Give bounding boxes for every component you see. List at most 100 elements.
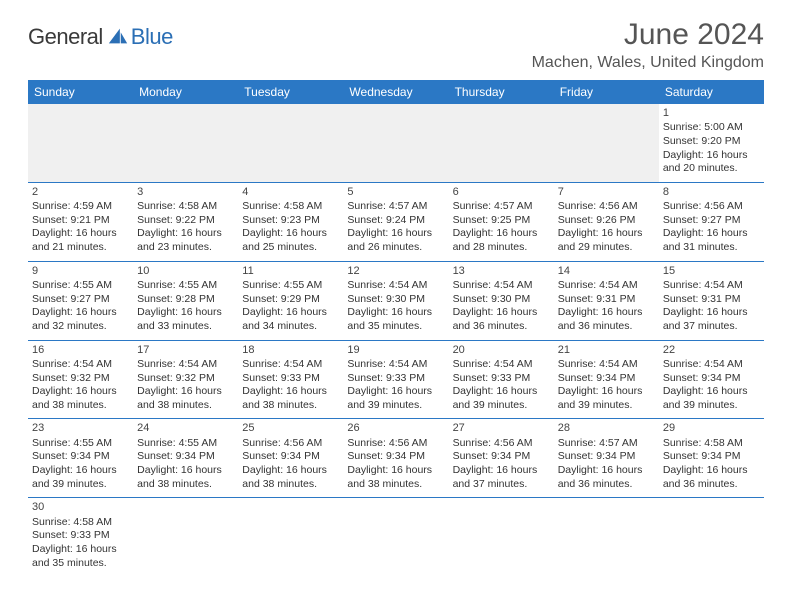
day-detail: Daylight: 16 hours xyxy=(663,306,760,320)
day-detail: Daylight: 16 hours xyxy=(137,385,234,399)
calendar-cell xyxy=(554,498,659,576)
calendar-row: 30 Sunrise: 4:58 AMSunset: 9:33 PMDayligh… xyxy=(28,498,764,576)
calendar-cell: 25Sunrise: 4:56 AMSunset: 9:34 PMDayligh… xyxy=(238,419,343,498)
day-detail: Sunrise: 4:54 AM xyxy=(347,279,444,293)
day-detail: Sunrise: 4:58 AM xyxy=(32,516,129,530)
day-detail: Daylight: 16 hours xyxy=(663,149,760,163)
day-detail: and 32 minutes. xyxy=(32,320,129,334)
day-detail: Daylight: 16 hours xyxy=(453,306,550,320)
title-block: June 2024 Machen, Wales, United Kingdom xyxy=(532,18,764,72)
calendar-row: 23Sunrise: 4:55 AMSunset: 9:34 PMDayligh… xyxy=(28,419,764,498)
day-detail: Daylight: 16 hours xyxy=(32,543,129,557)
day-detail: Sunrise: 4:56 AM xyxy=(347,437,444,451)
day-detail: and 38 minutes. xyxy=(242,478,339,492)
day-detail: and 39 minutes. xyxy=(663,399,760,413)
day-number: 10 xyxy=(137,264,234,278)
day-detail: and 39 minutes. xyxy=(453,399,550,413)
day-detail: and 36 minutes. xyxy=(558,478,655,492)
day-detail: Sunrise: 4:57 AM xyxy=(347,200,444,214)
logo-text-general: General xyxy=(28,24,103,50)
calendar-row: 1Sunrise: 5:00 AMSunset: 9:20 PMDaylight… xyxy=(28,104,764,182)
calendar-cell: 30 Sunrise: 4:58 AMSunset: 9:33 PMDayligh… xyxy=(28,498,133,576)
day-detail: Sunrise: 4:54 AM xyxy=(663,358,760,372)
day-detail: Daylight: 16 hours xyxy=(663,227,760,241)
day-number: 24 xyxy=(137,421,234,435)
day-detail: and 37 minutes. xyxy=(453,478,550,492)
day-detail: Sunset: 9:29 PM xyxy=(242,293,339,307)
day-detail: and 29 minutes. xyxy=(558,241,655,255)
day-detail: Sunset: 9:21 PM xyxy=(32,214,129,228)
day-detail: and 38 minutes. xyxy=(137,478,234,492)
day-number: 26 xyxy=(347,421,444,435)
calendar-cell: 16Sunrise: 4:54 AMSunset: 9:32 PMDayligh… xyxy=(28,340,133,419)
day-detail: Daylight: 16 hours xyxy=(347,464,444,478)
day-detail: and 38 minutes. xyxy=(242,399,339,413)
day-detail: Sunrise: 4:58 AM xyxy=(663,437,760,451)
day-detail: and 36 minutes. xyxy=(453,320,550,334)
calendar-cell: 2Sunrise: 4:59 AMSunset: 9:21 PMDaylight… xyxy=(28,182,133,261)
day-detail: Daylight: 16 hours xyxy=(347,306,444,320)
day-detail: Sunset: 9:34 PM xyxy=(242,450,339,464)
dayhead-monday: Monday xyxy=(133,80,238,104)
day-number: 30 xyxy=(32,500,129,514)
month-title: June 2024 xyxy=(532,18,764,52)
day-detail: Sunset: 9:27 PM xyxy=(663,214,760,228)
calendar-cell: 11Sunrise: 4:55 AMSunset: 9:29 PMDayligh… xyxy=(238,261,343,340)
dayhead-saturday: Saturday xyxy=(659,80,764,104)
day-number: 25 xyxy=(242,421,339,435)
day-detail: Daylight: 16 hours xyxy=(242,306,339,320)
calendar-cell: 20Sunrise: 4:54 AMSunset: 9:33 PMDayligh… xyxy=(449,340,554,419)
day-detail: Sunrise: 4:55 AM xyxy=(32,437,129,451)
day-detail: Sunrise: 4:59 AM xyxy=(32,200,129,214)
calendar-cell xyxy=(28,104,133,182)
calendar-cell: 21Sunrise: 4:54 AMSunset: 9:34 PMDayligh… xyxy=(554,340,659,419)
day-detail: Daylight: 16 hours xyxy=(32,227,129,241)
day-detail: Sunset: 9:34 PM xyxy=(347,450,444,464)
day-detail: Daylight: 16 hours xyxy=(663,464,760,478)
calendar-cell xyxy=(343,104,448,182)
day-number: 7 xyxy=(558,185,655,199)
day-number: 18 xyxy=(242,343,339,357)
day-number: 15 xyxy=(663,264,760,278)
day-detail: Sunset: 9:32 PM xyxy=(137,372,234,386)
day-detail: Daylight: 16 hours xyxy=(558,464,655,478)
day-detail: Sunrise: 4:58 AM xyxy=(242,200,339,214)
day-detail: Daylight: 16 hours xyxy=(347,385,444,399)
day-detail: Daylight: 16 hours xyxy=(558,306,655,320)
day-detail: Sunset: 9:31 PM xyxy=(663,293,760,307)
day-detail: Sunset: 9:33 PM xyxy=(32,529,129,543)
day-number: 19 xyxy=(347,343,444,357)
calendar-cell: 17Sunrise: 4:54 AMSunset: 9:32 PMDayligh… xyxy=(133,340,238,419)
day-detail: and 36 minutes. xyxy=(663,478,760,492)
dayhead-sunday: Sunday xyxy=(28,80,133,104)
day-number: 4 xyxy=(242,185,339,199)
day-detail: Sunrise: 4:57 AM xyxy=(453,200,550,214)
calendar-cell: 18Sunrise: 4:54 AMSunset: 9:33 PMDayligh… xyxy=(238,340,343,419)
day-detail: and 35 minutes. xyxy=(347,320,444,334)
calendar-cell: 29Sunrise: 4:58 AMSunset: 9:34 PMDayligh… xyxy=(659,419,764,498)
day-detail: and 31 minutes. xyxy=(663,241,760,255)
calendar-cell: 12Sunrise: 4:54 AMSunset: 9:30 PMDayligh… xyxy=(343,261,448,340)
day-detail: Sunrise: 4:54 AM xyxy=(663,279,760,293)
day-number: 22 xyxy=(663,343,760,357)
logo-sail-icon xyxy=(107,26,129,46)
day-detail: Daylight: 16 hours xyxy=(453,385,550,399)
day-number: 6 xyxy=(453,185,550,199)
dayhead-thursday: Thursday xyxy=(449,80,554,104)
calendar-cell: 15Sunrise: 4:54 AMSunset: 9:31 PMDayligh… xyxy=(659,261,764,340)
day-detail: Sunrise: 4:56 AM xyxy=(242,437,339,451)
day-detail: and 34 minutes. xyxy=(242,320,339,334)
calendar-cell xyxy=(343,498,448,576)
day-detail: Sunrise: 4:54 AM xyxy=(558,358,655,372)
dayhead-tuesday: Tuesday xyxy=(238,80,343,104)
day-detail: and 20 minutes. xyxy=(663,162,760,176)
calendar-page: General Blue June 2024 Machen, Wales, Un… xyxy=(0,0,792,594)
calendar-cell xyxy=(449,498,554,576)
day-number: 11 xyxy=(242,264,339,278)
day-detail: Sunrise: 4:54 AM xyxy=(32,358,129,372)
day-detail: and 39 minutes. xyxy=(32,478,129,492)
day-detail: Sunset: 9:30 PM xyxy=(453,293,550,307)
day-number: 21 xyxy=(558,343,655,357)
day-detail: Sunset: 9:34 PM xyxy=(558,372,655,386)
day-detail: and 26 minutes. xyxy=(347,241,444,255)
